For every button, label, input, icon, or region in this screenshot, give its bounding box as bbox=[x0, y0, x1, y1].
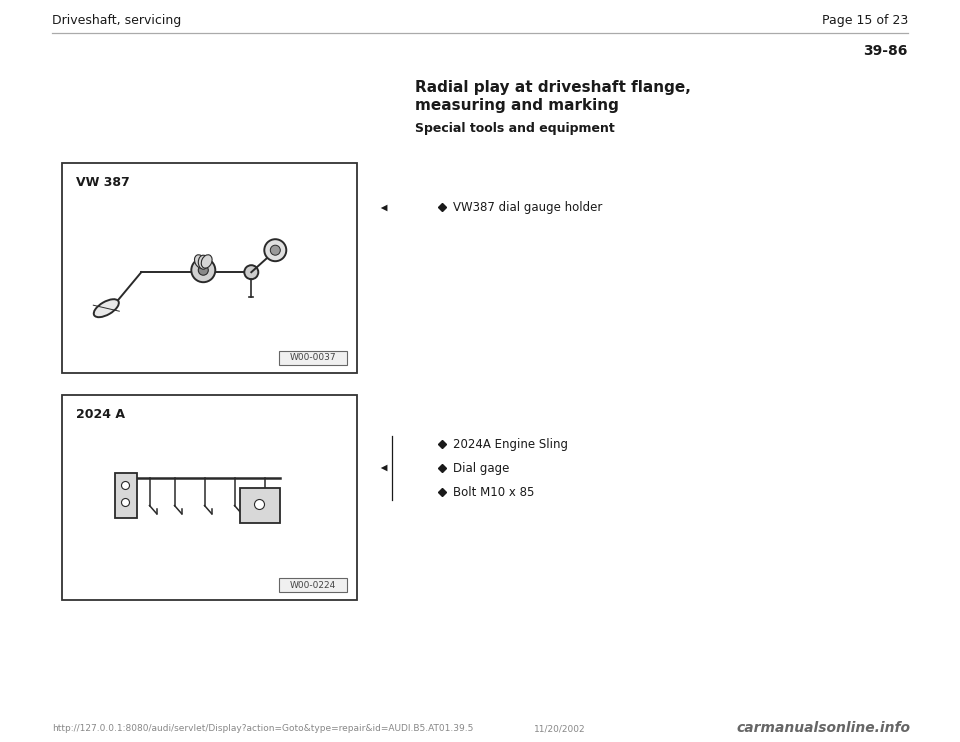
Text: Special tools and equipment: Special tools and equipment bbox=[415, 122, 614, 135]
Bar bbox=[279, 351, 347, 365]
Text: http://127.0.0.1:8080/audi/servlet/Display?action=Goto&type=repair&id=AUDI.B5.AT: http://127.0.0.1:8080/audi/servlet/Displ… bbox=[52, 724, 473, 733]
Bar bbox=[279, 578, 347, 592]
Circle shape bbox=[199, 265, 208, 275]
Ellipse shape bbox=[195, 255, 205, 268]
Circle shape bbox=[254, 499, 265, 510]
Circle shape bbox=[271, 245, 280, 255]
Text: measuring and marking: measuring and marking bbox=[415, 98, 619, 113]
Text: VW387 dial gauge holder: VW387 dial gauge holder bbox=[453, 201, 602, 214]
Ellipse shape bbox=[199, 255, 208, 269]
Text: Dial gage: Dial gage bbox=[453, 462, 510, 475]
Text: Driveshaft, servicing: Driveshaft, servicing bbox=[52, 14, 181, 27]
Circle shape bbox=[264, 239, 286, 261]
Ellipse shape bbox=[94, 299, 119, 317]
Text: 11/20/2002: 11/20/2002 bbox=[534, 724, 586, 733]
Text: carmanualsonline.info: carmanualsonline.info bbox=[736, 721, 910, 735]
Bar bbox=[62, 163, 357, 373]
Circle shape bbox=[122, 482, 130, 490]
Circle shape bbox=[122, 499, 130, 507]
Circle shape bbox=[191, 258, 215, 282]
Text: Radial play at driveshaft flange,: Radial play at driveshaft flange, bbox=[415, 80, 691, 95]
Bar bbox=[62, 395, 357, 600]
Text: 2024A Engine Sling: 2024A Engine Sling bbox=[453, 438, 568, 451]
Text: 2024 A: 2024 A bbox=[76, 408, 125, 421]
Text: VW 387: VW 387 bbox=[76, 176, 130, 189]
Bar bbox=[239, 487, 279, 522]
Text: W00-0224: W00-0224 bbox=[290, 580, 336, 589]
Text: 39-86: 39-86 bbox=[864, 44, 908, 58]
Bar bbox=[114, 473, 136, 517]
Ellipse shape bbox=[202, 255, 212, 268]
Circle shape bbox=[244, 265, 258, 279]
Text: W00-0037: W00-0037 bbox=[290, 353, 336, 363]
Text: Bolt M10 x 85: Bolt M10 x 85 bbox=[453, 486, 535, 499]
Text: Page 15 of 23: Page 15 of 23 bbox=[822, 14, 908, 27]
